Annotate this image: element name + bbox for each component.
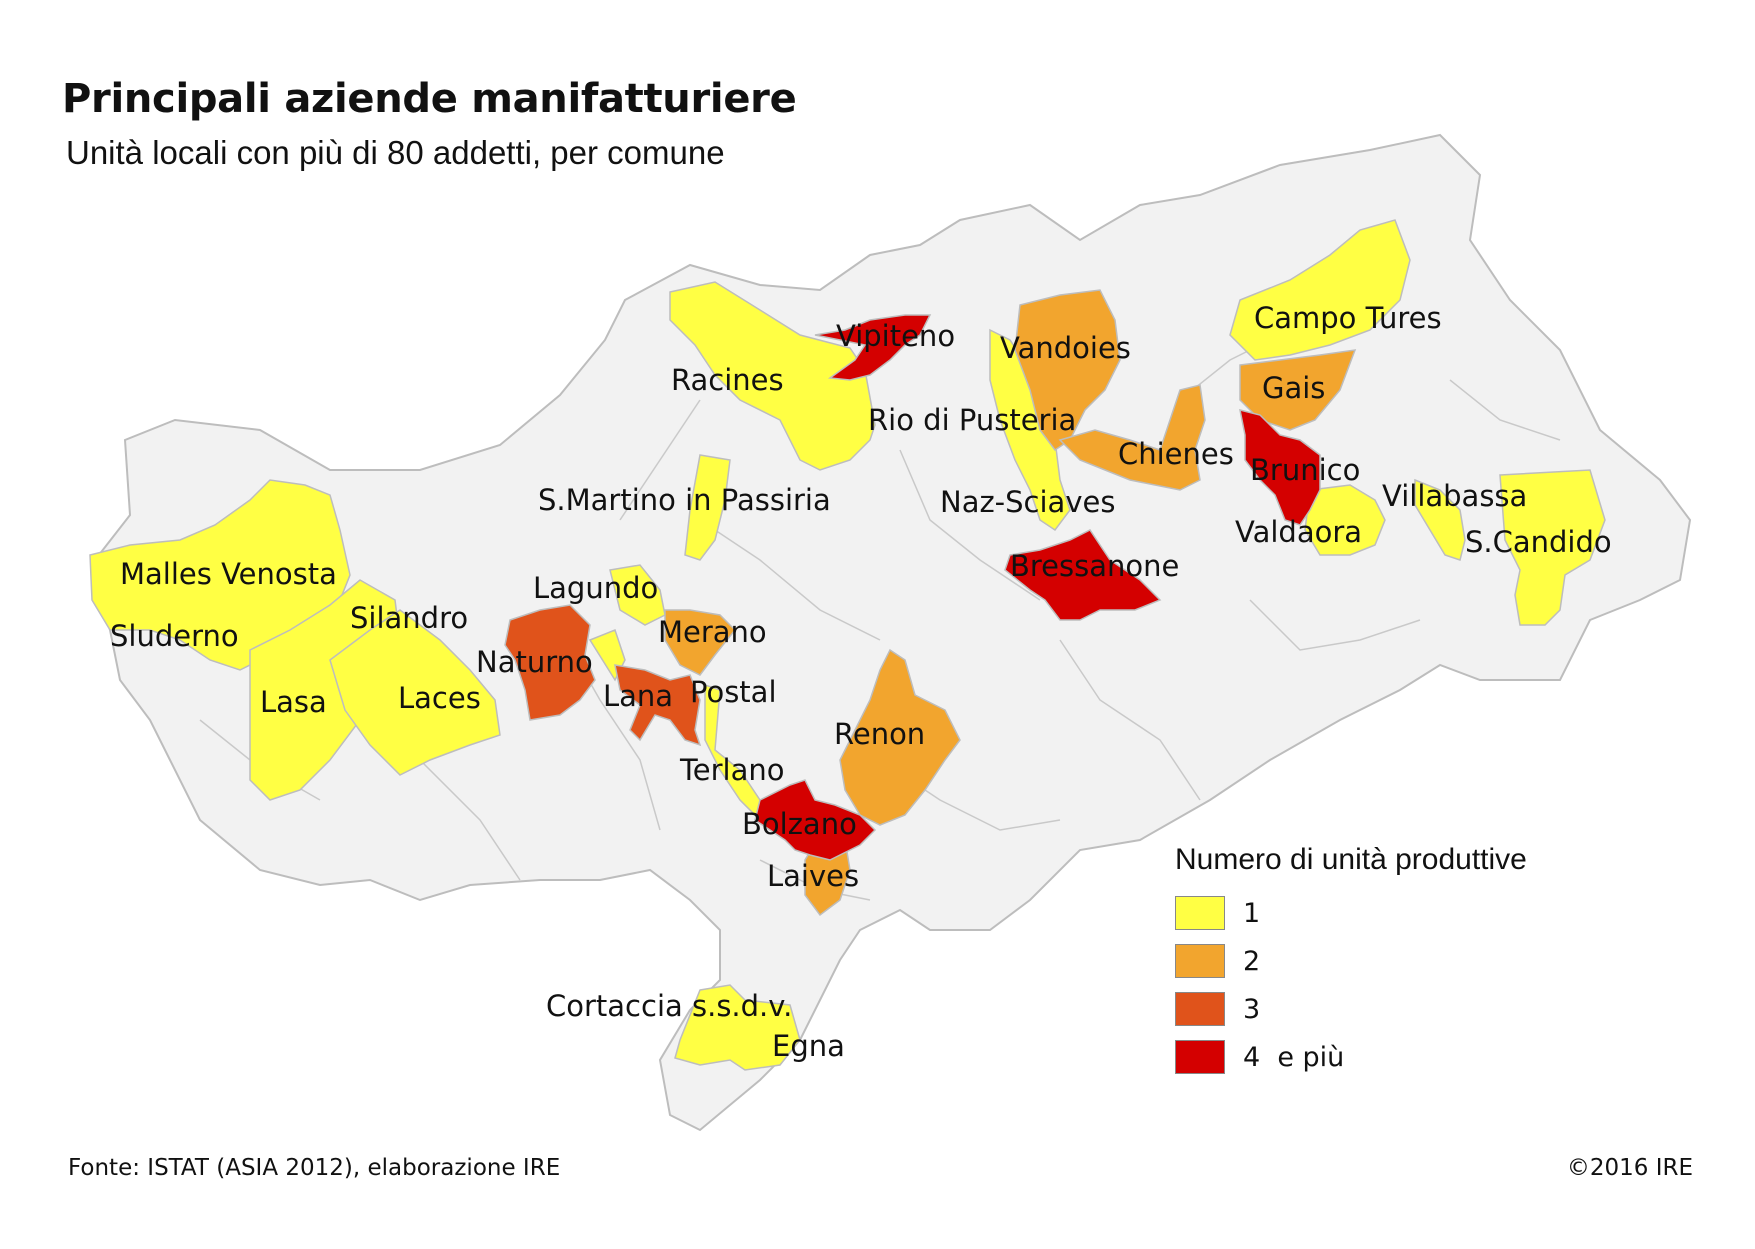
region-bolzano[interactable] xyxy=(754,779,877,861)
label-vandoies: Vandoies xyxy=(1000,331,1131,365)
label-postal: Postal xyxy=(690,675,777,709)
legend-swatch-2 xyxy=(1175,944,1225,978)
label-terlano: Terlano xyxy=(679,753,785,787)
label-s-candido: S.Candido xyxy=(1465,525,1612,559)
region-brunico[interactable] xyxy=(1239,408,1321,526)
region-renon[interactable] xyxy=(839,648,961,826)
label-bolzano: Bolzano xyxy=(742,807,857,841)
legend-swatch-4 xyxy=(1175,1040,1225,1074)
label-brunico: Brunico xyxy=(1250,453,1360,487)
source-note: Fonte: ISTAT (ASIA 2012), elaborazione I… xyxy=(68,1155,561,1181)
region-valdaora[interactable] xyxy=(1304,484,1386,556)
label-bressanone: Bressanone xyxy=(1010,549,1179,583)
map-title: Principali aziende manifatturiere xyxy=(62,76,797,122)
class-1-regions xyxy=(89,219,1606,1071)
legend-swatch-1 xyxy=(1175,896,1225,930)
label-naz-sciaves: Naz-Sciaves xyxy=(940,485,1115,519)
map-subtitle: Unità locali con più di 80 addetti, per … xyxy=(66,134,725,171)
label-sluderno: Sluderno xyxy=(110,619,239,653)
label-s-martino: S.Martino in Passiria xyxy=(538,483,831,517)
label-valdaora: Valdaora xyxy=(1235,515,1362,549)
region-vandoies[interactable] xyxy=(1014,289,1121,452)
label-merano: Merano xyxy=(658,615,767,649)
map-legend: Numero di unità produttive 1 2 3 4 e più xyxy=(1175,843,1527,1081)
region-gais[interactable] xyxy=(1239,349,1357,431)
region-s-candido[interactable] xyxy=(1499,469,1606,626)
region-campo-tures[interactable] xyxy=(1229,219,1411,361)
region-naturno[interactable] xyxy=(504,604,596,721)
label-laives: Laives xyxy=(767,859,859,893)
region-chienes[interactable] xyxy=(1058,384,1206,491)
region-laces[interactable] xyxy=(329,609,501,776)
legend-item: 3 xyxy=(1175,985,1527,1033)
legend-item: 1 xyxy=(1175,889,1527,937)
region-cortaccia-egna[interactable] xyxy=(674,984,801,1071)
region-vipiteno[interactable] xyxy=(814,314,932,381)
label-egna: Egna xyxy=(772,1029,845,1063)
label-campo-tures: Campo Tures xyxy=(1254,301,1442,335)
class-3-regions xyxy=(504,604,702,747)
label-naturno: Naturno xyxy=(476,645,593,679)
municipality-labels: Vipiteno Racines Vandoies Campo Tures Ga… xyxy=(110,301,1612,1063)
region-malles-sluderno[interactable] xyxy=(89,479,351,671)
legend-label: 1 xyxy=(1243,897,1261,929)
legend-label: 2 xyxy=(1243,945,1261,977)
region-racines[interactable] xyxy=(669,281,876,471)
label-lana: Lana xyxy=(603,679,673,713)
label-villabassa: Villabassa xyxy=(1382,479,1527,513)
label-laces: Laces xyxy=(398,681,481,715)
class-4-regions xyxy=(754,314,1321,861)
region-villabassa[interactable] xyxy=(1414,478,1466,561)
label-lasa: Lasa xyxy=(260,685,327,719)
class-2-regions xyxy=(664,289,1357,917)
label-rio-di-pusteria: Rio di Pusteria xyxy=(868,403,1076,437)
label-silandro: Silandro xyxy=(350,601,468,635)
region-lana[interactable] xyxy=(614,664,702,747)
region-s-martino[interactable] xyxy=(684,454,731,561)
label-cortaccia: Cortaccia s.s.d.v. xyxy=(546,989,792,1023)
legend-item: 2 xyxy=(1175,937,1527,985)
legend-item: 4 e più xyxy=(1175,1033,1527,1081)
copyright-note: ©2016 IRE xyxy=(1566,1155,1693,1181)
legend-title: Numero di unità produttive xyxy=(1175,843,1527,876)
label-vipiteno: Vipiteno xyxy=(836,319,955,353)
legend-swatch-3 xyxy=(1175,992,1225,1026)
region-bressanone[interactable] xyxy=(1004,529,1162,621)
label-racines: Racines xyxy=(671,363,784,397)
legend-label: 4 e più xyxy=(1243,1041,1345,1073)
label-renon: Renon xyxy=(834,717,925,751)
legend-label: 3 xyxy=(1243,993,1261,1025)
label-lagundo: Lagundo xyxy=(533,571,658,605)
label-gais: Gais xyxy=(1262,371,1325,405)
region-merano[interactable] xyxy=(664,609,737,676)
label-malles-venosta: Malles Venosta xyxy=(120,557,337,591)
label-chienes: Chienes xyxy=(1118,437,1234,471)
